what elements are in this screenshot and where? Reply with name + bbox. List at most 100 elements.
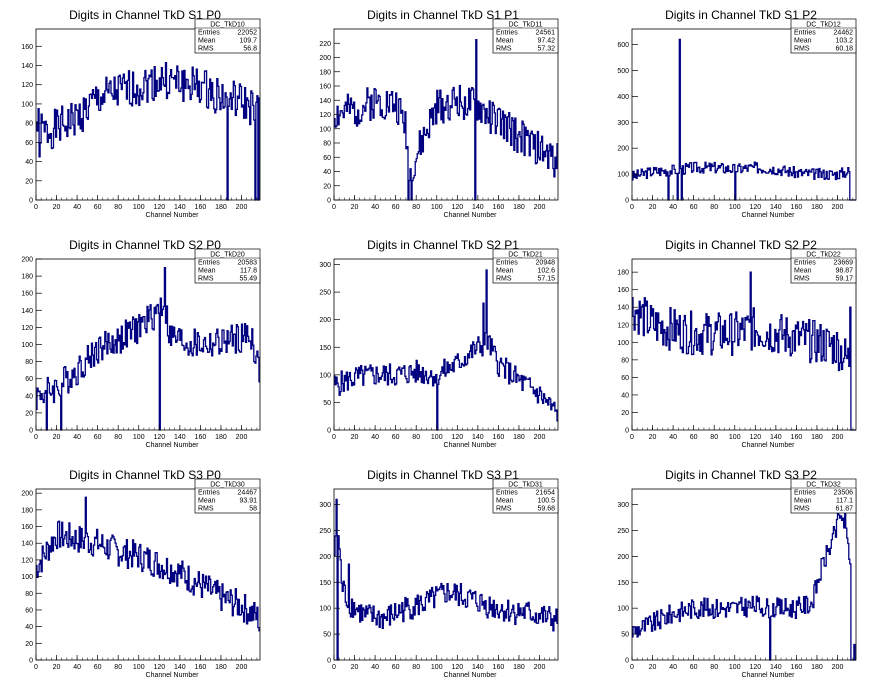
stats-entries-value: 24561 — [536, 30, 556, 37]
y-tick-label: 200 — [319, 55, 331, 62]
y-tick-label: 120 — [617, 322, 629, 329]
x-tick-label: 100 — [729, 664, 741, 671]
x-tick-label: 200 — [832, 434, 844, 441]
y-tick-label: 160 — [21, 44, 33, 51]
y-tick-label: 200 — [21, 257, 33, 264]
y-tick-label: 120 — [21, 325, 33, 332]
y-tick-label: 100 — [21, 342, 33, 349]
y-tick-label: 50 — [323, 400, 331, 407]
chart-title: Digits in Channel TkD S1 P2 — [665, 8, 817, 22]
x-tick-label: 180 — [215, 434, 227, 441]
x-tick-label: 40 — [669, 434, 677, 441]
y-tick-label: 80 — [25, 591, 33, 598]
x-tick-label: 140 — [472, 434, 484, 441]
x-tick-label: 120 — [153, 664, 165, 671]
stats-rms-value: 60.18 — [835, 46, 853, 53]
x-tick-label: 60 — [94, 204, 102, 211]
stats-mean-label: Mean — [496, 268, 514, 275]
x-tick-label: 40 — [73, 664, 81, 671]
x-tick-label: 180 — [513, 434, 525, 441]
y-tick-label: 250 — [617, 528, 629, 535]
y-tick-label: 180 — [21, 274, 33, 281]
y-tick-label: 60 — [25, 376, 33, 383]
x-tick-label: 40 — [73, 204, 81, 211]
y-tick-label: 80 — [25, 359, 33, 366]
x-tick-label: 120 — [749, 664, 761, 671]
stats-mean-label: Mean — [198, 268, 216, 275]
stats-mean-label: Mean — [496, 38, 514, 45]
stats-rms-value: 57.15 — [537, 276, 555, 283]
x-tick-label: 120 — [749, 434, 761, 441]
x-tick-label: 160 — [493, 204, 505, 211]
stats-entries-label: Entries — [496, 30, 518, 37]
x-tick-label: 200 — [236, 434, 248, 441]
y-tick-label: 60 — [323, 155, 331, 162]
x-tick-label: 80 — [412, 664, 420, 671]
x-tick-label: 160 — [791, 204, 803, 211]
stats-box — [194, 18, 261, 54]
y-tick-label: 0 — [625, 198, 629, 205]
stats-entries-value: 24462 — [834, 30, 854, 37]
x-tick-label: 120 — [451, 204, 463, 211]
x-tick-label: 100 — [431, 434, 443, 441]
x-tick-label: 20 — [53, 434, 61, 441]
y-tick-label: 200 — [21, 491, 33, 498]
stats-mean-value: 102.6 — [537, 268, 555, 275]
x-tick-label: 40 — [669, 664, 677, 671]
stats-name: DC_TkD12 — [806, 22, 841, 29]
y-tick-label: 400 — [617, 94, 629, 101]
chart-title: Digits in Channel TkD S1 P0 — [69, 8, 221, 22]
y-tick-label: 0 — [625, 428, 629, 435]
y-tick-label: 180 — [319, 69, 331, 76]
stats-box — [492, 478, 559, 514]
y-tick-label: 180 — [21, 507, 33, 514]
x-tick-label: 20 — [53, 664, 61, 671]
y-tick-label: 0 — [327, 428, 331, 435]
plot-frame — [35, 488, 261, 661]
stats-mean-label: Mean — [198, 498, 216, 505]
stats-name: DC_TkD32 — [806, 482, 841, 489]
stats-rms-value: 58 — [249, 506, 257, 513]
x-tick-label: 60 — [392, 664, 400, 671]
stats-mean-value: 93.91 — [239, 498, 257, 505]
x-tick-label: 60 — [94, 664, 102, 671]
x-tick-label: 100 — [729, 434, 741, 441]
x-axis-label: Channel Number — [742, 672, 796, 679]
histogram-panel-5: Digits in Channel TkD S2 P1 0 20 40 60 80 100 1… — [319, 238, 559, 449]
y-tick-label: 250 — [319, 528, 331, 535]
stats-box — [790, 18, 857, 54]
y-tick-label: 0 — [29, 428, 33, 435]
y-tick-label: 300 — [319, 262, 331, 269]
x-tick-label: 60 — [690, 434, 698, 441]
y-tick-label: 100 — [617, 172, 629, 179]
chart-title: Digits in Channel TkD S2 P1 — [367, 238, 519, 252]
x-tick-label: 200 — [236, 664, 248, 671]
histogram-panel-3: Digits in Channel TkD S1 P2 0 20 40 60 80 100 1… — [617, 8, 857, 219]
stats-name: DC_TkD31 — [508, 482, 543, 489]
y-tick-label: 140 — [21, 63, 33, 70]
x-tick-label: 80 — [412, 434, 420, 441]
y-tick-label: 80 — [323, 141, 331, 148]
y-tick-label: 300 — [319, 502, 331, 509]
y-tick-label: 120 — [319, 112, 331, 119]
x-tick-label: 40 — [669, 204, 677, 211]
y-tick-label: 160 — [319, 84, 331, 91]
y-tick-label: 60 — [25, 607, 33, 614]
x-tick-label: 80 — [114, 204, 122, 211]
y-tick-label: 100 — [319, 606, 331, 613]
x-tick-label: 120 — [153, 204, 165, 211]
y-tick-label: 40 — [25, 159, 33, 166]
y-tick-label: 60 — [25, 140, 33, 147]
x-tick-label: 180 — [215, 664, 227, 671]
y-tick-label: 300 — [617, 120, 629, 127]
y-tick-label: 140 — [21, 541, 33, 548]
stats-name: DC_TkD22 — [806, 252, 841, 259]
stats-mean-label: Mean — [794, 268, 812, 275]
stats-entries-value: 22052 — [238, 30, 258, 37]
stats-entries-value: 23506 — [834, 490, 854, 497]
stats-rms-value: 56.8 — [243, 46, 257, 53]
stats-box — [492, 248, 559, 284]
x-tick-label: 60 — [94, 434, 102, 441]
y-tick-label: 150 — [319, 580, 331, 587]
y-tick-label: 20 — [323, 183, 331, 190]
